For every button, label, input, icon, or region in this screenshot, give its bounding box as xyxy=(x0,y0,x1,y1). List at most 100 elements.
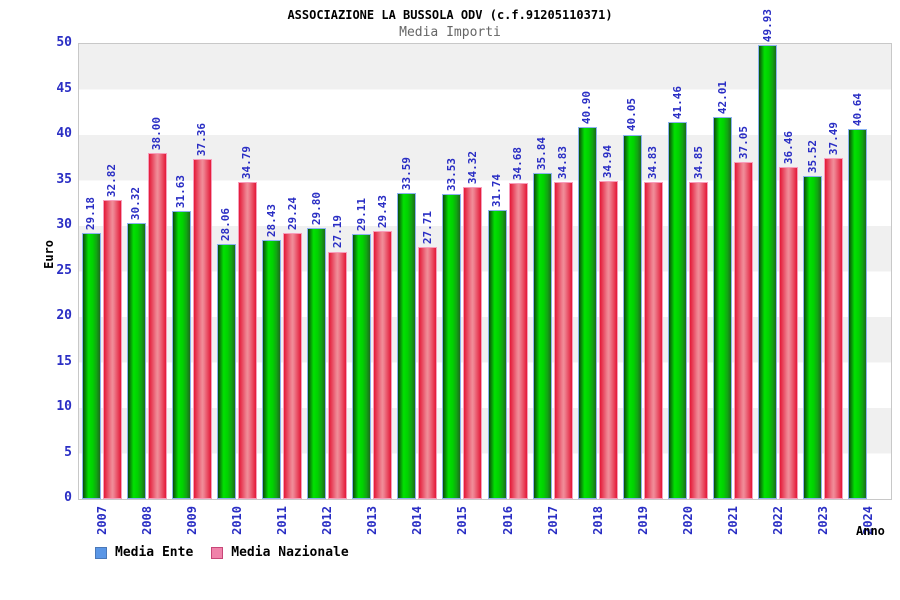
bar-value-label: 29.11 xyxy=(354,197,368,232)
bar-media-nazionale-2010 xyxy=(237,182,257,499)
bar-media-ente-2007 xyxy=(81,233,101,499)
x-tick-label-2013: 2013 xyxy=(365,506,380,535)
bar-media-ente-2013 xyxy=(352,234,372,499)
legend-label-media-nazionale: Media Nazionale xyxy=(231,545,349,560)
bar-value-label: 38.00 xyxy=(150,117,164,151)
bar-value-label: 29.18 xyxy=(84,197,98,231)
y-tick-label: 20 xyxy=(56,308,72,323)
bar-value-label: 29.43 xyxy=(375,195,389,229)
bar-media-ente-2021 xyxy=(713,116,733,499)
bar-media-ente-2012 xyxy=(307,227,327,499)
bar-media-ente-2024 xyxy=(848,129,868,499)
bar-media-nazionale-2012 xyxy=(328,251,348,499)
bar-media-ente-2020 xyxy=(668,121,687,499)
bar-media-nazionale-2018 xyxy=(598,181,618,499)
plot-area: 29.18 32.82 2007 30.32 38.00 2008 31.63 37.36 20… xyxy=(78,9,892,535)
bar-media-nazionale-2023 xyxy=(824,157,844,499)
legend-item-media-nazionale: Media Nazionale xyxy=(211,545,349,560)
legend-item-media-ente: Media Ente xyxy=(95,545,193,560)
bar-value-label: 37.05 xyxy=(736,125,750,159)
bar-value-label: 31.63 xyxy=(174,175,188,209)
bar-media-ente-2019 xyxy=(622,134,642,499)
bar-media-nazionale-2007 xyxy=(102,200,122,499)
x-tick-label-2008: 2008 xyxy=(139,506,154,535)
bar-value-label: 33.59 xyxy=(399,157,413,191)
bar-value-label: 29.80 xyxy=(309,191,323,225)
bar-value-label: 37.49 xyxy=(826,121,840,155)
x-tick-label-2011: 2011 xyxy=(275,506,289,535)
bar-value-label: 34.94 xyxy=(601,144,615,179)
y-tick-label: 30 xyxy=(56,217,72,232)
bar-media-ente-2018 xyxy=(577,126,597,499)
x-tick-label-2023: 2023 xyxy=(816,506,831,535)
bar-value-label: 27.71 xyxy=(420,210,434,244)
y-tick-label: 5 xyxy=(64,444,72,460)
bar-value-label: 49.93 xyxy=(760,8,774,42)
bar-value-label: 32.82 xyxy=(105,164,119,198)
x-tick-label-2017: 2017 xyxy=(545,506,560,535)
bar-media-nazionale-2015 xyxy=(463,186,483,499)
bar-media-nazionale-2008 xyxy=(147,153,167,499)
bar-value-label: 29.24 xyxy=(285,196,299,230)
bar-value-label: 40.64 xyxy=(850,93,864,127)
x-tick-label-2010: 2010 xyxy=(229,506,244,535)
bar-media-nazionale-2011 xyxy=(283,232,302,499)
x-tick-label-2016: 2016 xyxy=(500,506,515,535)
x-tick-label-2018: 2018 xyxy=(590,506,605,535)
bar-media-nazionale-2021 xyxy=(734,161,754,499)
bar-value-label: 40.90 xyxy=(580,90,594,124)
legend-label-media-ente: Media Ente xyxy=(115,545,194,560)
y-tick-label: 25 xyxy=(56,262,72,278)
bar-media-ente-2010 xyxy=(216,243,236,499)
bar-value-label: 28.06 xyxy=(219,207,233,241)
bar-media-ente-2023 xyxy=(803,175,823,499)
y-tick-label: 15 xyxy=(56,353,72,369)
legend: Media Ente Media Nazionale xyxy=(95,545,349,560)
bar-value-label: 28.43 xyxy=(264,204,278,238)
legend-swatch-media-nazionale xyxy=(211,546,224,559)
x-tick-label-2007: 2007 xyxy=(94,506,109,535)
bar-media-nazionale-2014 xyxy=(418,246,438,499)
x-tick-label-2022: 2022 xyxy=(771,506,786,535)
bar-media-nazionale-2009 xyxy=(192,159,212,499)
x-tick-label-2019: 2019 xyxy=(635,506,650,535)
bar-value-label: 34.68 xyxy=(511,147,525,181)
bar-media-nazionale-2017 xyxy=(553,182,573,499)
bar-value-label: 34.79 xyxy=(240,146,254,180)
bar-media-ente-2022 xyxy=(758,44,778,499)
bar-media-nazionale-2020 xyxy=(689,181,708,499)
bar-media-nazionale-2016 xyxy=(508,183,528,499)
bar-media-ente-2011 xyxy=(262,240,281,499)
bar-value-label: 42.01 xyxy=(715,80,729,114)
bar-value-label: 35.52 xyxy=(805,139,819,173)
bar-value-label: 37.36 xyxy=(195,122,209,157)
bar-value-label: 34.83 xyxy=(556,145,570,180)
bar-value-label: 31.74 xyxy=(490,174,504,208)
bar-value-label: 34.32 xyxy=(465,150,479,184)
y-tick-label: 0 xyxy=(64,490,72,505)
bar-media-nazionale-2019 xyxy=(643,182,663,499)
bar-value-label: 34.83 xyxy=(646,145,660,180)
bar-media-ente-2008 xyxy=(126,223,146,499)
bar-media-ente-2015 xyxy=(442,193,462,499)
x-tick-label-2020: 2020 xyxy=(681,506,695,535)
bar-value-label: 41.46 xyxy=(670,85,684,119)
bar-value-label: 30.32 xyxy=(129,186,143,221)
bar-value-label: 36.46 xyxy=(781,131,795,165)
y-tick-label: 45 xyxy=(56,80,72,96)
bar-value-label: 33.53 xyxy=(444,157,458,191)
bar-media-ente-2014 xyxy=(397,193,417,499)
x-tick-label-2009: 2009 xyxy=(184,506,199,535)
y-tick-label: 10 xyxy=(56,399,72,414)
bar-value-label: 27.19 xyxy=(330,215,344,249)
bar-value-label: 40.05 xyxy=(625,98,639,132)
y-tick-label: 50 xyxy=(56,35,72,50)
y-tick-label: 40 xyxy=(56,126,72,141)
chart-subtitle: Media Importi xyxy=(399,25,501,40)
bar-value-label: 35.84 xyxy=(535,136,549,170)
x-tick-label-2012: 2012 xyxy=(320,506,335,535)
bar-media-ente-2016 xyxy=(487,210,507,499)
x-tick-label-2021: 2021 xyxy=(726,506,741,535)
legend-swatch-media-ente xyxy=(95,546,107,559)
